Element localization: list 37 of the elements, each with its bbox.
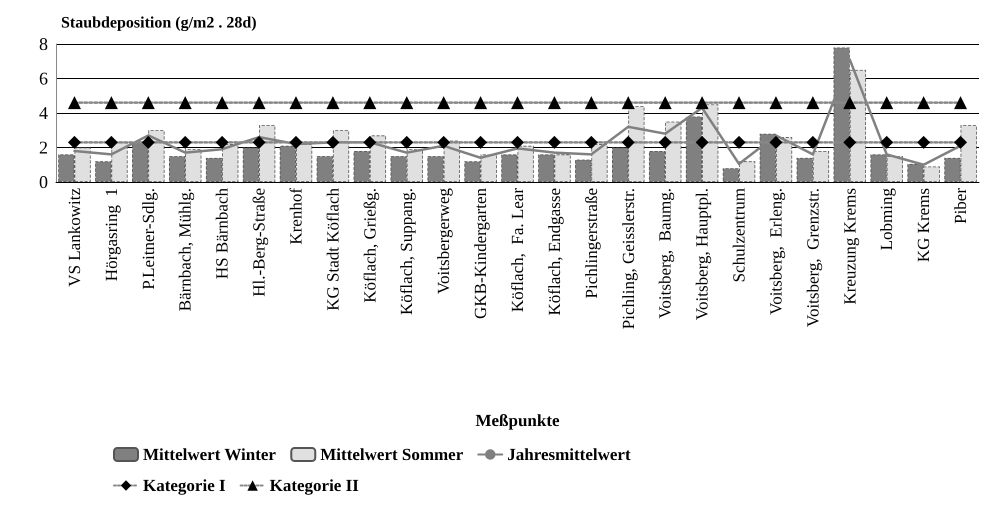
x-tick-label: HS Bärnbach	[212, 188, 232, 280]
x-tick-label: Voitsberg, Grenzstr.	[803, 188, 822, 328]
x-tick-label: KG Krems	[914, 188, 934, 262]
y-tick-label: 0	[39, 172, 48, 192]
x-tick-label: Voitsberg, Baumg.	[656, 188, 675, 319]
x-tick-label: GKB-Kindergarten	[471, 188, 490, 319]
x-tick-label: Köflach, Endgasse	[544, 188, 564, 316]
x-axis-title: Meßpunkte	[475, 411, 560, 430]
y-tick-label: 4	[39, 103, 48, 123]
y-tick-label: 6	[39, 68, 48, 88]
x-tick-label: Lobming	[877, 188, 896, 250]
x-tick-label: Pichlingerstraße	[582, 188, 601, 298]
chart-title: Staubdeposition (g/m2 . 28d)	[61, 14, 257, 32]
legend-label: Kategorie II	[270, 476, 360, 495]
x-tick-label: Köflach, Fa. Lear	[508, 188, 527, 312]
x-tick-label: Kreuzung Krems	[840, 188, 860, 305]
x-tick-label: Voitsberg, Hauptpl.	[692, 188, 712, 320]
legend-label: Mittelwert Sommer	[320, 445, 464, 464]
legend-label: Jahresmittelwert	[507, 445, 631, 464]
x-tick-label: Bärnbach, Mühlg.	[176, 188, 195, 312]
x-tick-label: Köflach, Suppang.	[397, 188, 416, 316]
x-tick-label: Piber	[951, 188, 970, 224]
x-tick-label: Köflach, Grießg.	[360, 188, 380, 303]
x-tick-label: Krenhof	[286, 188, 306, 245]
x-tick-label: Pichling, Geisslerstr.	[618, 188, 638, 330]
x-tick-label: Hl.-Berg-Straße	[250, 188, 269, 297]
y-tick-label: 2	[39, 138, 48, 158]
x-tick-label: VS Lankowitz	[64, 188, 84, 287]
x-tick-label: Schulzentrum	[730, 188, 749, 282]
y-tick-label: 8	[39, 34, 48, 54]
legend-label: Kategorie I	[143, 476, 226, 495]
x-tick-label: Hörgasring 1	[102, 188, 121, 282]
x-tick-label: P.Leitner-Sdlg.	[138, 188, 158, 290]
x-tick-label: Voitsberg, Erleng.	[766, 188, 786, 315]
legend-label: Mittelwert Winter	[143, 445, 276, 464]
x-tick-label: KG Stadt Köflach	[323, 188, 342, 311]
x-tick-label: Voitsbergerweg	[434, 188, 454, 294]
